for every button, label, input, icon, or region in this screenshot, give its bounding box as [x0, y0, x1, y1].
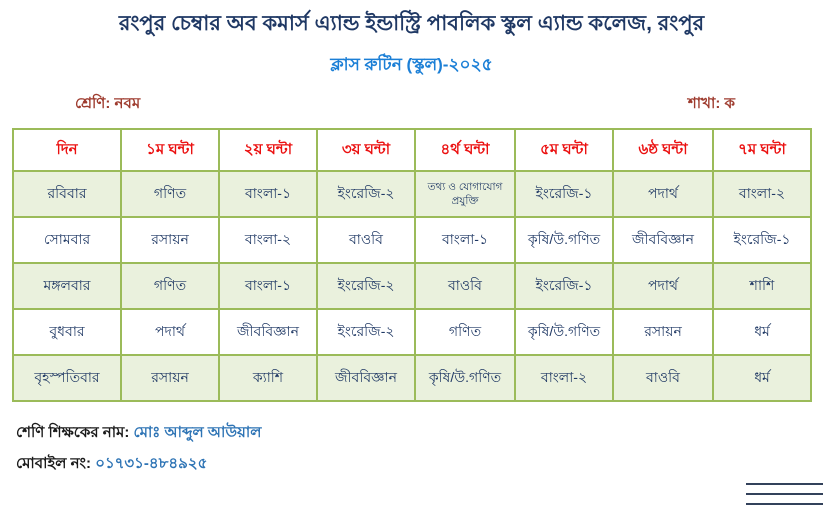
- column-header: ২য় ঘন্টা: [218, 128, 318, 172]
- column-header: ৫ম ঘন্টা: [514, 128, 614, 172]
- day-cell: রবিবার: [12, 170, 122, 218]
- table-row: মঙ্গলবার গণিত বাংলা-১ ইংরেজি-২ বাওবি ইংরেজি-১…: [12, 262, 812, 310]
- class-section-row: শ্রেণি: নবম শাখা: ক: [0, 93, 823, 115]
- period-cell: রসায়ন: [120, 354, 220, 402]
- teacher-name-label: শেণি শিক্ষকের নাম:: [16, 424, 130, 441]
- column-header: ৩য় ঘন্টা: [316, 128, 416, 172]
- period-cell: জীববিজ্ঞান: [218, 308, 318, 356]
- period-cell: বাওবি: [612, 354, 714, 402]
- period-cell: ইংরেজি-২: [316, 262, 416, 310]
- period-cell: বাংলা-২: [712, 170, 812, 218]
- period-cell: ইংরেজি-২: [316, 170, 416, 218]
- period-cell: গণিত: [414, 308, 516, 356]
- period-cell: বাংলা-১: [218, 262, 318, 310]
- period-cell: ধর্ম: [712, 354, 812, 402]
- mobile-line: মোবাইল নং: ০১৭৩১-৪৮৪৯২৫: [16, 453, 823, 475]
- column-header: দিন: [12, 128, 122, 172]
- class-label: শ্রেণি: নবম: [75, 95, 141, 112]
- period-cell: ইংরেজি-১: [514, 170, 614, 218]
- period-cell: রসায়ন: [120, 216, 220, 264]
- day-cell: বুধবার: [12, 308, 122, 356]
- column-header: ৪র্থ ঘন্টা: [414, 128, 516, 172]
- mobile-value: ০১৭৩১-৪৮৪৯২৫: [95, 455, 208, 472]
- period-cell: ইংরেজি-২: [316, 308, 416, 356]
- period-cell: বাংলা-১: [218, 170, 318, 218]
- period-cell: কৃষি/উ.গণিত: [414, 354, 516, 402]
- cutoff-line: [746, 503, 823, 505]
- period-cell: কৃষি/উ.গণিত: [514, 216, 614, 264]
- period-cell: ইংরেজি-১: [514, 262, 614, 310]
- period-cell: জীববিজ্ঞান: [316, 354, 416, 402]
- column-header: ১ম ঘন্টা: [120, 128, 220, 172]
- period-cell: জীববিজ্ঞান: [612, 216, 714, 264]
- period-cell: বাওবি: [316, 216, 416, 264]
- cutoff-line: [746, 493, 823, 495]
- period-cell: পদার্থ: [612, 170, 714, 218]
- period-cell: তথ্য ও যোগাযোগ প্রযুক্তি: [414, 170, 516, 218]
- cutoff-table-edge: [746, 483, 823, 513]
- period-cell: পদার্থ: [120, 308, 220, 356]
- period-cell: গণিত: [120, 170, 220, 218]
- page-title: রংপুর চেম্বার অব কমার্স এ্যান্ড ইন্ডাস্ট…: [118, 12, 705, 35]
- header-row: দিন ১ম ঘন্টা ২য় ঘন্টা ৩য় ঘন্টা ৪র্থ ঘন্টা ৫…: [12, 128, 812, 172]
- routine-body: রবিবার গণিত বাংলা-১ ইংরেজি-২ তথ্য ও যোগাযোগ …: [12, 170, 812, 402]
- table-row: বৃহস্পতিবার রসায়ন ক্যাশি জীববিজ্ঞান কৃষি/উ.…: [12, 354, 812, 402]
- period-cell: ইংরেজি-১: [712, 216, 812, 264]
- period-cell: ক্যাশি: [218, 354, 318, 402]
- mobile-label: মোবাইল নং:: [16, 455, 92, 472]
- table-row: বুধবার পদার্থ জীববিজ্ঞান ইংরেজি-২ গণিত কৃষি/উ…: [12, 308, 812, 356]
- period-cell: বাওবি: [414, 262, 516, 310]
- column-header: ৭ম ঘন্টা: [712, 128, 812, 172]
- table-row: সোমবার রসায়ন বাংলা-২ বাওবি বাংলা-১ কৃষি/উ.গণ…: [12, 216, 812, 264]
- class-routine-table: দিন ১ম ঘন্টা ২য় ঘন্টা ৩য় ঘন্টা ৪র্থ ঘন্টা ৫…: [12, 128, 812, 402]
- footer: শেণি শিক্ষকের নাম: মোঃ আব্দুল আউয়াল মোব…: [16, 422, 823, 475]
- day-cell: সোমবার: [12, 216, 122, 264]
- period-cell: গণিত: [120, 262, 220, 310]
- column-header: ৬ষ্ঠ ঘন্টা: [612, 128, 714, 172]
- period-cell: বাংলা-১: [414, 216, 516, 264]
- period-cell: রসায়ন: [612, 308, 714, 356]
- day-cell: মঙ্গলবার: [12, 262, 122, 310]
- period-cell: শাশি: [712, 262, 812, 310]
- teacher-name-value: মোঃ আব্দুল আউয়াল: [133, 424, 262, 441]
- day-cell: বৃহস্পতিবার: [12, 354, 122, 402]
- period-cell: ধর্ম: [712, 308, 812, 356]
- period-cell: কৃষি/উ.গণিত: [514, 308, 614, 356]
- cutoff-line: [746, 483, 823, 485]
- section-label: শাখা: ক: [687, 95, 735, 112]
- period-cell: বাংলা-২: [514, 354, 614, 402]
- teacher-name-line: শেণি শিক্ষকের নাম: মোঃ আব্দুল আউয়াল: [16, 422, 823, 444]
- period-cell: পদার্থ: [612, 262, 714, 310]
- page-subtitle: ক্লাস রুটিন (স্কুল)-২০২৫: [330, 55, 493, 74]
- table-row: রবিবার গণিত বাংলা-১ ইংরেজি-২ তথ্য ও যোগাযোগ …: [12, 170, 812, 218]
- period-cell: বাংলা-২: [218, 216, 318, 264]
